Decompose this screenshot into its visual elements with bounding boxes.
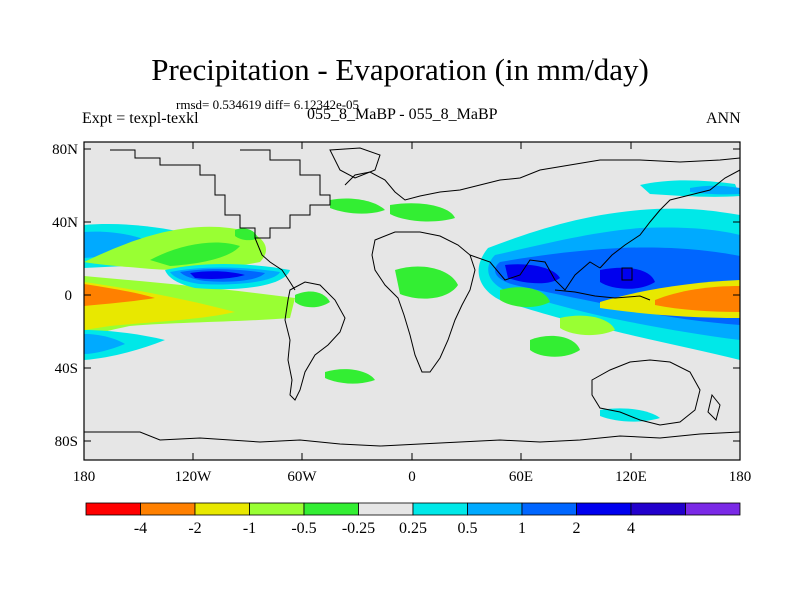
region-east-pacific-green-north xyxy=(150,242,240,266)
coast-antarctica xyxy=(84,431,740,447)
coast-maritime-continent xyxy=(554,289,651,301)
region-atlantic-green-north xyxy=(330,198,385,214)
colorbar-swatch-10 xyxy=(630,502,686,516)
plot-title: Precipitation - Evaporation (in mm/day) xyxy=(151,52,649,87)
colorbar-label-1: -2 xyxy=(188,520,201,537)
colorbar-swatch-5 xyxy=(358,502,414,516)
coast-central-america xyxy=(254,237,296,291)
coast-new-zealand xyxy=(707,393,721,421)
colorbar-swatch-3 xyxy=(249,502,305,516)
colorbar-label-9: 4 xyxy=(627,520,635,537)
colorbar-swatch-2 xyxy=(194,502,250,516)
lon-label-120w: 120W xyxy=(175,469,213,485)
coast-asia-east xyxy=(599,169,740,269)
stats-line: rmsd= 0.534619 diff= 6.12342e-05 xyxy=(176,97,360,112)
lon-label-60w: 60W xyxy=(287,469,317,485)
lon-label-180-left: 180 xyxy=(73,469,96,485)
region-east-pacific-light-green xyxy=(84,226,266,270)
season-label: ANN xyxy=(706,110,741,127)
coast-arabia-india xyxy=(469,254,601,291)
coast-australia xyxy=(591,359,701,426)
region-indian-green xyxy=(530,335,580,357)
lat-label-80s: 80S xyxy=(55,434,78,450)
lon-label-120e: 120E xyxy=(615,469,647,485)
region-arabia-green xyxy=(500,287,550,308)
colorbar: -4 -2 -1 -0.5 -0.25 0.25 0.5 1 2 4 xyxy=(85,502,741,537)
region-eurasia-green xyxy=(390,203,455,222)
region-south-pacific-blue xyxy=(84,334,125,354)
region-atlantic-green-mid xyxy=(295,291,330,308)
colorbar-label-5: 0.25 xyxy=(399,520,427,537)
region-westafrica-green xyxy=(235,228,258,241)
coast-africa xyxy=(371,231,476,373)
coast-japan xyxy=(621,267,633,281)
lat-label-0: 0 xyxy=(65,288,73,304)
coast-greenland xyxy=(329,147,381,179)
experiment-label: Expt = texpl-texkl xyxy=(82,110,199,127)
colorbar-label-4: -0.25 xyxy=(342,520,375,537)
region-south-atlantic-green xyxy=(560,315,615,336)
lat-label-40n: 40N xyxy=(52,215,78,231)
region-west-pacific-wet-darkblue xyxy=(505,264,655,289)
colorbar-swatch-1 xyxy=(140,502,196,516)
lon-label-0: 0 xyxy=(408,469,416,485)
colorbar-swatch-6 xyxy=(412,502,468,516)
case-label: 055_8_MaBP - 055_8_MaBP xyxy=(307,106,498,123)
colorbar-label-3: -0.5 xyxy=(291,520,316,537)
lon-label-180-right: 180 xyxy=(729,469,752,485)
ticks xyxy=(84,142,740,460)
region-east-pacific-dry-orange-right xyxy=(655,286,740,312)
colorbar-label-0: -4 xyxy=(134,520,147,537)
precip-evap-field xyxy=(84,180,740,422)
colorbar-label-6: 0.5 xyxy=(458,520,478,537)
region-atlantic-green-south xyxy=(325,369,375,384)
lat-label-80n: 80N xyxy=(52,142,78,158)
colorbar-swatch-8 xyxy=(521,502,577,516)
region-south-indian-cyan xyxy=(600,408,660,422)
coast-europe xyxy=(344,157,740,201)
coastlines xyxy=(84,147,740,447)
lon-label-60e: 60E xyxy=(509,469,533,485)
colorbar-label-8: 2 xyxy=(573,520,581,537)
region-east-pacific-dry-orange xyxy=(84,284,155,306)
colorbar-swatch-0 xyxy=(85,502,141,516)
colorbar-swatch-7 xyxy=(467,502,523,516)
colorbar-swatch-4 xyxy=(303,502,359,516)
lat-label-40s: 40S xyxy=(55,361,78,377)
colorbar-swatch-11 xyxy=(685,502,741,516)
coast-south-america xyxy=(284,281,346,401)
colorbar-label-2: -1 xyxy=(243,520,256,537)
region-itcz-darkblue xyxy=(190,271,245,279)
coast-north-america xyxy=(110,149,331,239)
colorbar-swatch-9 xyxy=(576,502,632,516)
colorbar-label-7: 1 xyxy=(518,520,526,537)
region-africa-green xyxy=(395,266,458,299)
